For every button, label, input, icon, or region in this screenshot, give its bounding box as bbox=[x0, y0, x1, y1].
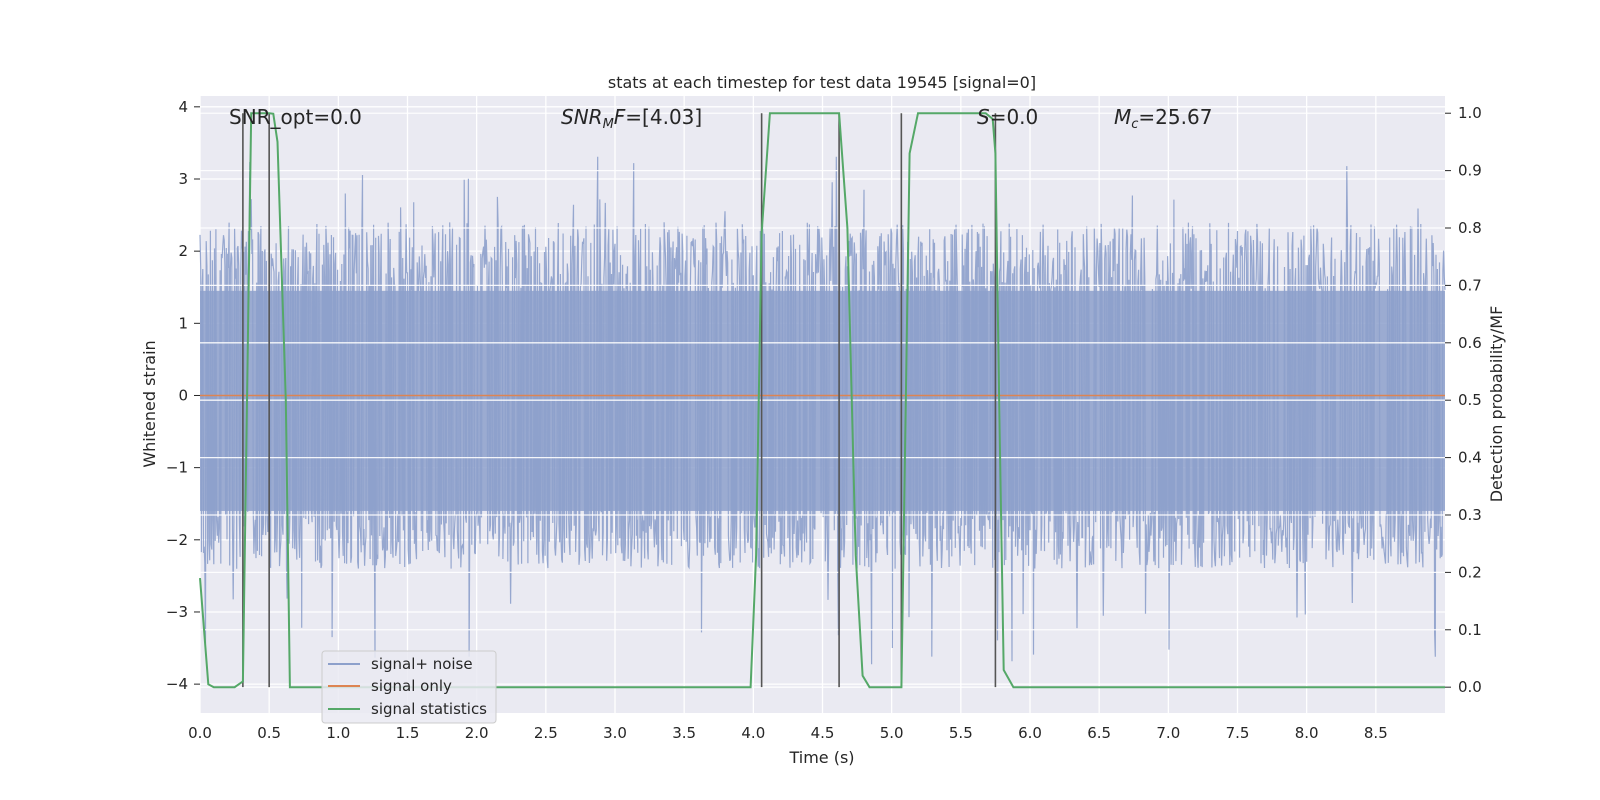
x-tick-label-0: 0.0 bbox=[188, 724, 212, 742]
y-right-tick-label-10: 0.0 bbox=[1458, 678, 1482, 696]
x-tick-label-15: 7.5 bbox=[1226, 724, 1250, 742]
y-left-tick-label-6: −2 bbox=[166, 531, 188, 549]
series-signal-plus-noise bbox=[199, 156, 1446, 665]
x-tick-label-6: 3.0 bbox=[603, 724, 627, 742]
y-left-tick-label-2: 2 bbox=[178, 242, 188, 260]
annotation-snr-opt: SNR_opt=0.0 bbox=[229, 105, 362, 129]
x-tick-label-8: 4.0 bbox=[741, 724, 765, 742]
x-tick-label-13: 6.5 bbox=[1087, 724, 1111, 742]
y-right-tick-label-7: 0.3 bbox=[1458, 506, 1482, 524]
x-tick-label-1: 0.5 bbox=[257, 724, 281, 742]
x-axis-label: Time (s) bbox=[788, 748, 854, 767]
x-tick-label-5: 2.5 bbox=[534, 724, 558, 742]
x-tick-label-12: 6.0 bbox=[1018, 724, 1042, 742]
x-tick-label-10: 5.0 bbox=[880, 724, 904, 742]
y-left-tick-label-4: 0 bbox=[178, 386, 188, 404]
y-left-tick-label-1: 3 bbox=[178, 170, 188, 188]
y-left-tick-label-8: −4 bbox=[166, 675, 188, 693]
y-left-tick-label-3: 1 bbox=[178, 314, 188, 332]
y-right-tick-label-6: 0.4 bbox=[1458, 449, 1482, 467]
y-left-axis-label: Whitened strain bbox=[140, 340, 159, 467]
y-right-tick-label-9: 0.1 bbox=[1458, 621, 1482, 639]
annotation-snr-mf: SNRMF=[4.03] bbox=[561, 105, 702, 132]
vertical-markers bbox=[242, 113, 997, 688]
y-right-tick-label-0: 1.0 bbox=[1458, 104, 1482, 122]
y-left-tick-label-5: −1 bbox=[166, 459, 188, 477]
x-tick-label-17: 8.5 bbox=[1364, 724, 1388, 742]
x-tick-label-4: 2.0 bbox=[465, 724, 489, 742]
x-tick-label-11: 5.5 bbox=[949, 724, 973, 742]
x-tick-label-14: 7.0 bbox=[1156, 724, 1180, 742]
legend-label-signal-only: signal only bbox=[371, 677, 452, 695]
x-tick-label-16: 8.0 bbox=[1295, 724, 1319, 742]
y-right-axis-label: Detection probability/MF bbox=[1487, 306, 1506, 503]
legend-box bbox=[321, 650, 497, 724]
series-signal-statistics bbox=[199, 112, 1445, 689]
legend-label-signal-plus-noise: signal+ noise bbox=[371, 655, 473, 673]
x-tick-label-3: 1.5 bbox=[396, 724, 420, 742]
legend-label-signal-statistics: signal statistics bbox=[371, 700, 487, 718]
chart-title: stats at each timestep for test data 195… bbox=[608, 73, 1036, 92]
annotations: SNR_opt=0.0 SNRMF=[4.03] S=0.0 Mc=25.67 bbox=[229, 105, 1212, 132]
y-left-tick-label-7: −3 bbox=[166, 603, 188, 621]
x-tick-label-2: 1.0 bbox=[326, 724, 350, 742]
annotation-mc: Mc=25.67 bbox=[1114, 105, 1212, 132]
x-axis-ticks: 0.0 0.5 1.0 1.5 2.0 2.5 3.0 3.5 4.0 4.5 5.0 5.5 6.0 6… bbox=[188, 724, 1388, 742]
y-right-tick-label-4: 0.6 bbox=[1458, 334, 1482, 352]
noise-trace bbox=[199, 156, 1446, 665]
signal-statistics-line bbox=[199, 112, 1445, 689]
y-right-tick-label-1: 0.9 bbox=[1458, 162, 1482, 180]
y-right-axis-ticks: 1.0 0.9 0.8 0.7 0.6 0.5 0.4 0.3 0.2 0.1 0.0 bbox=[1445, 104, 1482, 696]
y-right-tick-label-2: 0.8 bbox=[1458, 219, 1482, 237]
legend: signal+ noise signal only signal statist… bbox=[321, 650, 497, 724]
y-right-tick-label-3: 0.7 bbox=[1458, 276, 1482, 294]
x-tick-label-7: 3.5 bbox=[672, 724, 696, 742]
y-right-tick-label-8: 0.2 bbox=[1458, 563, 1482, 581]
x-tick-label-9: 4.5 bbox=[811, 724, 835, 742]
y-right-tick-label-5: 0.5 bbox=[1458, 391, 1482, 409]
y-left-tick-label-0: 4 bbox=[178, 98, 188, 116]
y-left-axis-ticks: 4 3 2 1 0 −1 −2 −3 −4 bbox=[166, 98, 200, 693]
annotation-s: S=0.0 bbox=[977, 105, 1038, 129]
